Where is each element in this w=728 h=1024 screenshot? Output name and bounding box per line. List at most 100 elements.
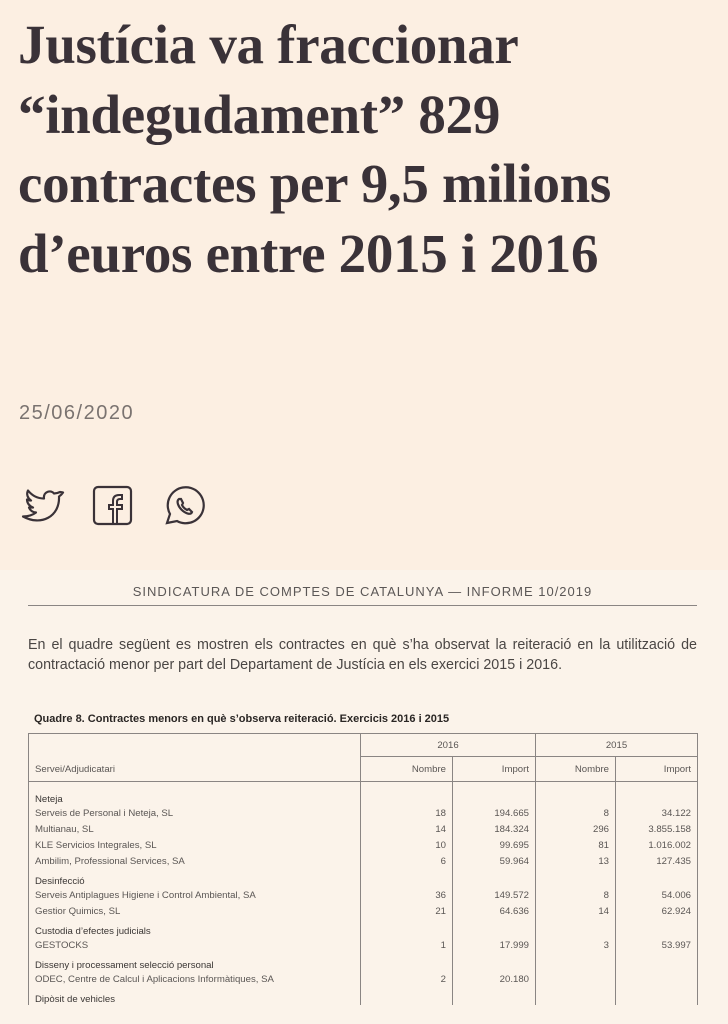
cell <box>360 919 453 937</box>
cell <box>452 987 536 1005</box>
group-row: Custodia d’efectes judicials <box>28 919 698 937</box>
cell <box>535 787 616 805</box>
table-row: Gestior Quimics, SL 21 64.636 14 62.924 <box>28 903 698 919</box>
number-cell: 14 <box>360 821 453 837</box>
number-cell: 21 <box>360 903 453 919</box>
date: 25/06/2020 <box>19 402 135 424</box>
number-cell: 10 <box>360 837 453 853</box>
number-cell: 54.006 <box>615 887 698 903</box>
header-row: Nombre Import Nombre Import <box>29 756 698 782</box>
number-cell: 53.997 <box>615 937 698 953</box>
name-cell: ODEC, Centre de Calcul i Aplicacions Inf… <box>28 971 361 987</box>
number-cell <box>615 971 698 987</box>
name-cell: Serveis Antiplagues Higiene i Control Am… <box>28 887 361 903</box>
header-row: Servei/Adjudicatari 2016 2015 <box>28 733 698 782</box>
number-cell: 36 <box>360 887 453 903</box>
number-cell: 3 <box>535 937 616 953</box>
cell <box>452 919 536 937</box>
table-row: Multianau, SL 14 184.324 296 3.855.158 <box>28 821 698 837</box>
number-cell: 18 <box>360 805 453 821</box>
group-row: Dipòsit de vehicles <box>28 987 698 1005</box>
cell <box>360 869 453 887</box>
group-name: Dipòsit de vehicles <box>28 987 361 1005</box>
group-name: Desinfecció <box>28 869 361 887</box>
document-image: SINDICATURA DE COMPTES DE CATALUNYA — IN… <box>0 570 728 1024</box>
cell <box>535 919 616 937</box>
column-header: Import <box>452 756 536 782</box>
number-cell: 62.924 <box>615 903 698 919</box>
spacer-row <box>28 781 698 787</box>
cell <box>452 787 536 805</box>
number-cell: 194.665 <box>452 805 536 821</box>
name-cell: KLE Servicios Integrales, SL <box>28 837 361 853</box>
cell <box>615 781 698 787</box>
number-cell <box>535 971 616 987</box>
number-cell: 3.855.158 <box>615 821 698 837</box>
cell <box>452 953 536 971</box>
number-cell: 296 <box>535 821 616 837</box>
number-cell: 13 <box>535 853 616 869</box>
cell <box>615 919 698 937</box>
column-header: Import <box>615 756 698 782</box>
group-name: Disseny i processament selecció personal <box>28 953 361 971</box>
facebook-icon[interactable] <box>92 485 133 526</box>
number-cell: 6 <box>360 853 453 869</box>
cell <box>615 869 698 887</box>
table-row: Serveis Antiplagues Higiene i Control Am… <box>28 887 698 903</box>
number-cell: 17.999 <box>452 937 536 953</box>
table-row: KLE Servicios Integrales, SL 10 99.695 81 1.… <box>28 837 698 853</box>
name-cell: Ambilim, Professional Services, SA <box>28 853 361 869</box>
table-caption: Quadre 8. Contractes menors en què s’obs… <box>34 713 450 725</box>
number-cell: 14 <box>535 903 616 919</box>
table-row: ODEC, Centre de Calcul i Aplicacions Inf… <box>28 971 698 987</box>
table: Servei/Adjudicatari 2016 2015 Nombre Import N… <box>28 733 698 1005</box>
group-name: Custodia d’efectes judicials <box>28 919 361 937</box>
cell <box>535 869 616 887</box>
column-header: Nombre <box>535 756 616 782</box>
twitter-icon[interactable] <box>21 489 65 522</box>
document-header: SINDICATURA DE COMPTES DE CATALUNYA — IN… <box>28 584 697 606</box>
cell <box>535 987 616 1005</box>
share-icons <box>21 485 205 526</box>
cell <box>360 787 453 805</box>
number-cell: 127.435 <box>615 853 698 869</box>
number-cell: 184.324 <box>452 821 536 837</box>
number-cell: 34.122 <box>615 805 698 821</box>
cell <box>615 953 698 971</box>
group-row: Desinfecció <box>28 869 698 887</box>
year-header: 2015 <box>535 733 698 757</box>
name-cell: Multianau, SL <box>28 821 361 837</box>
year-header: 2016 <box>360 733 536 757</box>
number-cell: 99.695 <box>452 837 536 853</box>
table-row: Serveis de Personal i Neteja, SL 18 194.66… <box>28 805 698 821</box>
cell <box>615 787 698 805</box>
number-cell: 59.964 <box>452 853 536 869</box>
header-cell: Servei/Adjudicatari <box>28 733 361 782</box>
number-cell: 1.016.002 <box>615 837 698 853</box>
group-row: Disseny i processament selecció personal <box>28 953 698 971</box>
headline: Justícia va fraccionar “indegudament” 82… <box>18 14 612 284</box>
number-cell: 81 <box>535 837 616 853</box>
number-cell: 149.572 <box>452 887 536 903</box>
number-cell: 20.180 <box>452 971 536 987</box>
name-cell: Gestior Quimics, SL <box>28 903 361 919</box>
name-cell: Serveis de Personal i Neteja, SL <box>28 805 361 821</box>
group-row: Neteja <box>28 787 698 805</box>
number-cell: 8 <box>535 805 616 821</box>
name-cell: GESTOCKS <box>28 937 361 953</box>
number-cell: 2 <box>360 971 453 987</box>
paragraph: En el quadre següent es mostren els cont… <box>28 637 697 673</box>
cell <box>452 869 536 887</box>
table-row: GESTOCKS 1 17.999 3 53.997 <box>28 937 698 953</box>
number-cell: 64.636 <box>452 903 536 919</box>
cell <box>360 987 453 1005</box>
whatsapp-icon[interactable] <box>165 486 205 525</box>
table-row: Ambilim, Professional Services, SA 6 59.96… <box>28 853 698 869</box>
cell <box>615 987 698 1005</box>
group-name: Neteja <box>28 787 361 805</box>
column-header: Nombre <box>360 756 453 782</box>
number-cell: 8 <box>535 887 616 903</box>
number-cell: 1 <box>360 937 453 953</box>
cell <box>535 953 616 971</box>
